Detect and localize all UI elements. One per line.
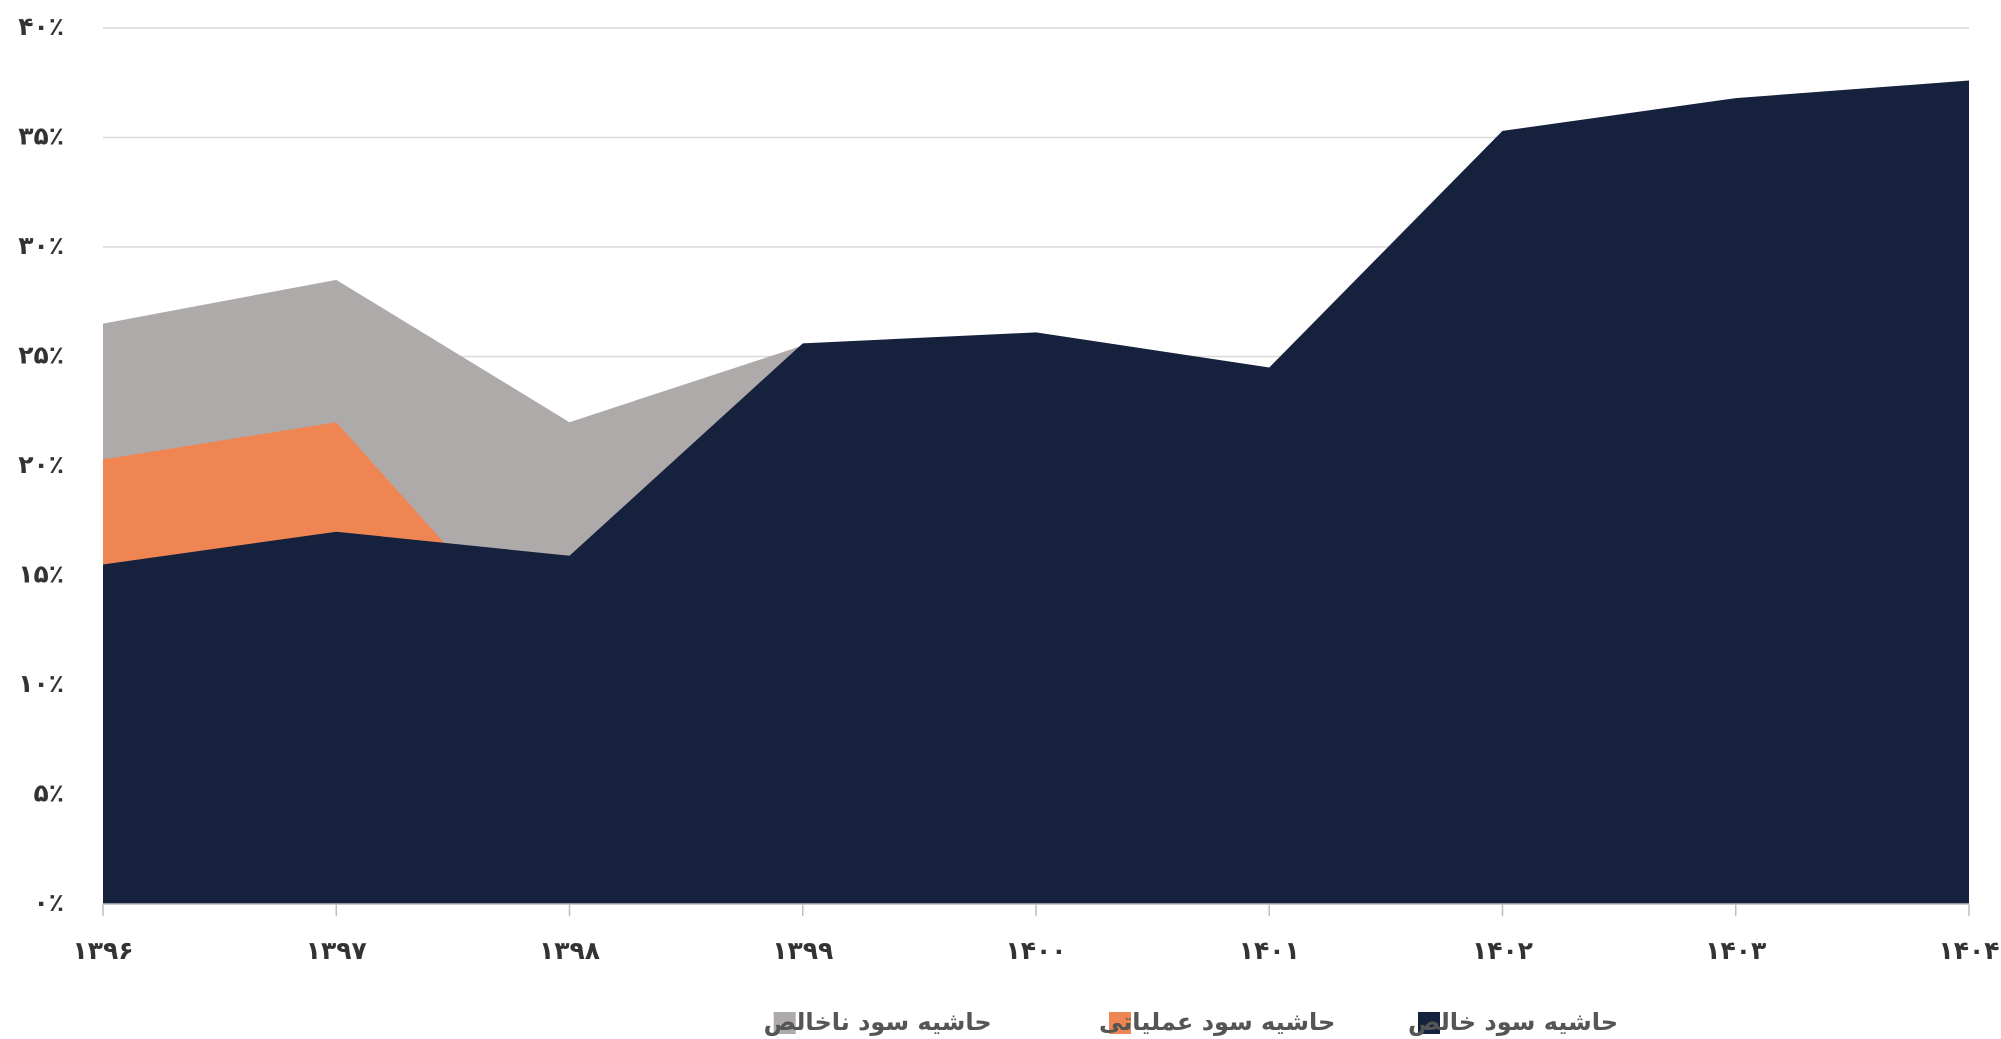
legend-swatch	[1418, 1012, 1440, 1034]
y-tick-label: ۲۵٪	[18, 341, 64, 370]
y-tick-label: ۱۰٪	[18, 669, 64, 698]
legend-label: حاشیه سود ناخالص	[764, 1008, 992, 1036]
y-tick-label: ۱۵٪	[18, 560, 64, 589]
x-tick-label: ۱۴۰۳	[1705, 936, 1766, 965]
legend-swatch	[773, 1012, 796, 1034]
x-tick-label: ۱۴۰۱	[1239, 936, 1300, 965]
y-tick-label: ۴۰٪	[18, 12, 64, 41]
x-tick-label: ۱۳۹۹	[772, 936, 833, 965]
legend-label: حاشیه سود خالص	[1408, 1008, 1618, 1036]
x-tick-label: ۱۳۹۸	[539, 936, 600, 965]
x-tick-label: ۱۴۰۲	[1472, 936, 1533, 965]
y-tick-label: ۳۵٪	[18, 122, 64, 151]
y-tick-label: ۲۰٪	[18, 450, 64, 479]
x-tick-label: ۱۳۹۷	[306, 936, 367, 965]
x-tick-label: ۱۴۰۰	[1005, 936, 1066, 965]
y-tick-label: ۵٪	[33, 779, 64, 808]
y-tick-label: ۰٪	[33, 888, 64, 917]
area	[103, 80, 1969, 904]
x-tick-label: ۱۳۹۶	[72, 936, 133, 965]
x-tick-label: ۱۴۰۴	[1938, 936, 1999, 965]
legend-swatch	[1109, 1012, 1131, 1034]
legend-label: حاشیه سود عملیاتی	[1099, 1008, 1335, 1036]
y-tick-label: ۳۰٪	[18, 231, 64, 260]
